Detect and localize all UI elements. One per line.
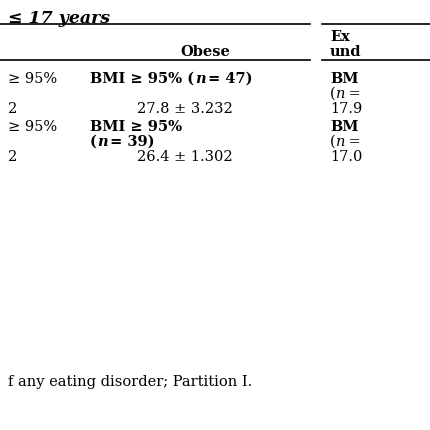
Text: (: (	[90, 135, 97, 149]
Text: 17.9: 17.9	[330, 102, 362, 116]
Text: Obese: Obese	[180, 45, 230, 59]
Text: Ex: Ex	[330, 30, 350, 44]
Text: = 39): = 39)	[105, 135, 154, 149]
Text: (: (	[330, 135, 336, 149]
Text: ≥ 95%: ≥ 95%	[8, 120, 57, 134]
Text: 27.8 ± 3.232: 27.8 ± 3.232	[137, 102, 233, 116]
Text: =: =	[344, 87, 361, 101]
Text: ≤ 17 years: ≤ 17 years	[8, 10, 110, 27]
Text: ≥ 95%: ≥ 95%	[8, 72, 57, 86]
Text: n: n	[97, 135, 108, 149]
Text: 2: 2	[8, 102, 17, 116]
Text: (: (	[330, 87, 336, 101]
Text: BM: BM	[330, 72, 359, 86]
Text: 2: 2	[8, 150, 17, 164]
Text: f any eating disorder; Partition I.: f any eating disorder; Partition I.	[8, 375, 252, 389]
Text: n: n	[195, 72, 206, 86]
Text: BMI ≥ 95%: BMI ≥ 95%	[90, 120, 182, 134]
Text: n: n	[336, 135, 345, 149]
Text: =: =	[344, 135, 361, 149]
Text: 17.0: 17.0	[330, 150, 362, 164]
Text: und: und	[330, 45, 362, 59]
Text: BM: BM	[330, 120, 359, 134]
Text: n: n	[336, 87, 345, 101]
Text: BMI ≥ 95% (: BMI ≥ 95% (	[90, 72, 194, 86]
Text: = 47): = 47)	[203, 72, 252, 86]
Text: 26.4 ± 1.302: 26.4 ± 1.302	[137, 150, 233, 164]
